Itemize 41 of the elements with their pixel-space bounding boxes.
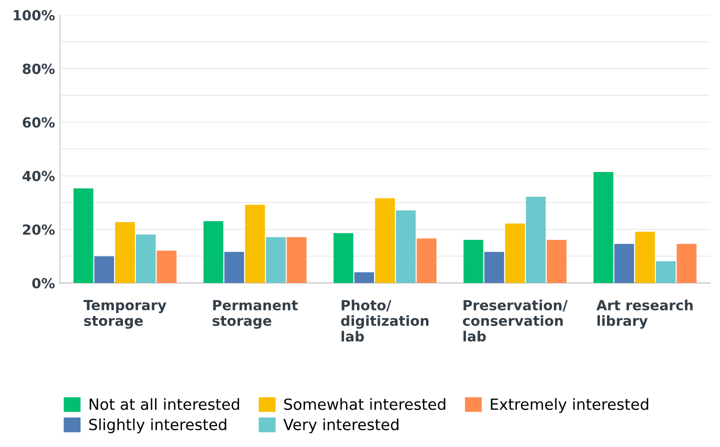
bar <box>94 256 114 283</box>
y-tick-label: 80% <box>22 64 55 74</box>
bar <box>416 238 436 283</box>
bar <box>594 172 614 283</box>
y-tick-label: 60% <box>22 117 55 128</box>
legend-label: Slightly interested <box>89 418 226 434</box>
x-tick-label: Permanent storage <box>212 300 298 329</box>
bar <box>505 224 525 283</box>
bar <box>375 198 395 283</box>
x-tick-label: Temporary storage <box>84 300 166 329</box>
bar <box>156 250 176 283</box>
x-tick-label: Photo/ digitization lab <box>341 300 428 342</box>
y-tick-label: 0% <box>32 278 55 288</box>
bar <box>334 233 354 283</box>
y-tick-label: 40% <box>22 170 55 182</box>
legend-label: Very interested <box>283 418 398 434</box>
bar <box>224 252 244 283</box>
y-tick-label: 100% <box>14 10 55 20</box>
bar <box>614 244 634 283</box>
bar <box>74 188 94 283</box>
legend-label: Extremely interested <box>490 398 648 413</box>
bar <box>635 232 655 283</box>
bar <box>656 261 676 283</box>
legend-label: Somewhat interested <box>284 398 446 410</box>
bar <box>245 204 265 283</box>
y-tick-label: 20% <box>22 224 55 235</box>
bar <box>286 237 306 283</box>
bar <box>546 240 566 283</box>
bar <box>204 221 224 283</box>
x-tick-label: Art research library <box>596 300 693 329</box>
legend-label: Not at all interested <box>90 398 240 410</box>
x-tick-label: Preservation/ conservation lab <box>462 300 568 342</box>
bar <box>484 252 504 283</box>
bar <box>676 244 696 283</box>
bar <box>526 196 546 283</box>
bar <box>115 222 135 283</box>
bar <box>396 210 416 283</box>
bar <box>464 240 484 283</box>
bar <box>266 237 286 283</box>
bar <box>354 272 374 283</box>
bar <box>136 234 156 283</box>
